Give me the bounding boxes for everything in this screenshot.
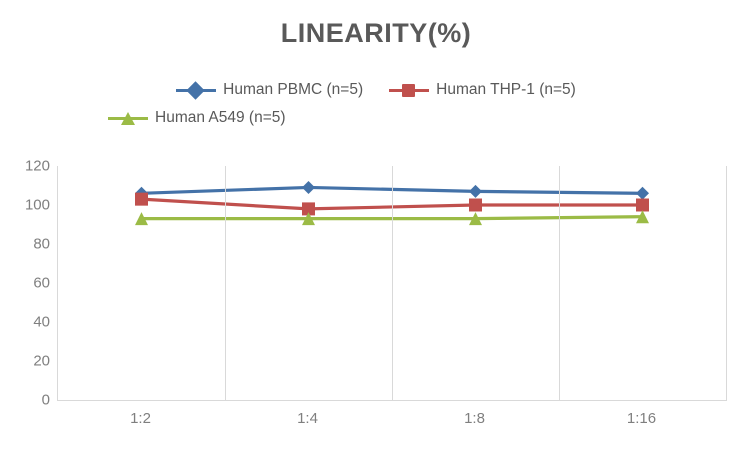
legend-item-human-thp1[interactable]: Human THP-1 (n=5): [389, 76, 576, 104]
legend-label-2: Human A549 (n=5): [155, 109, 286, 126]
legend-swatch-triangle-icon: [108, 109, 148, 127]
y-tick-label-0: 0: [41, 391, 50, 409]
legend-label-1: Human THP-1 (n=5): [436, 81, 576, 98]
data-point-marker: [135, 192, 148, 206]
x-tick-label-1-8: 1:8: [464, 410, 485, 427]
x-axis-tick-labels: 1:2 1:4 1:8 1:16: [57, 410, 725, 436]
data-point-marker: [302, 180, 315, 194]
data-point-marker: [636, 210, 649, 224]
plot-area: [57, 166, 727, 401]
data-point-marker: [469, 212, 482, 226]
legend-label-0: Human PBMC (n=5): [223, 81, 364, 98]
y-tick-label-60: 60: [33, 274, 50, 292]
y-tick-label-100: 100: [24, 196, 50, 214]
gridline-vertical-3: [559, 166, 560, 400]
data-point-marker: [135, 212, 148, 226]
data-point-marker: [302, 212, 315, 226]
square-marker-icon: [402, 84, 416, 97]
data-point-marker: [636, 186, 649, 200]
legend-item-human-a549[interactable]: Human A549 (n=5): [60, 104, 692, 132]
data-point-marker: [469, 198, 482, 212]
data-point-marker: [636, 198, 649, 212]
y-tick-label-40: 40: [33, 313, 50, 331]
chart-title: LINEARITY(%): [280, 18, 472, 48]
legend-swatch-diamond-icon: [176, 81, 217, 100]
legend-item-human-pbmc[interactable]: Human PBMC (n=5): [176, 76, 363, 104]
y-axis-tick-labels: 0 20 40 60 80 100 120: [8, 157, 50, 409]
x-tick-label-1-4: 1:4: [297, 410, 318, 427]
y-tick-label-80: 80: [33, 235, 50, 253]
legend-swatch-square-icon: [389, 81, 430, 99]
gridline-vertical-1: [225, 166, 226, 400]
y-tick-label-20: 20: [33, 352, 50, 370]
data-point-marker: [302, 202, 315, 216]
x-tick-label-1-2: 1:2: [130, 410, 151, 427]
data-point-marker: [469, 184, 482, 198]
y-tick-label-120: 120: [24, 157, 50, 175]
x-tick-label-1-16: 1:16: [626, 410, 657, 427]
chart-legend: Human PBMC (n=5) Human THP-1 (n=5) Human…: [0, 76, 752, 132]
triangle-marker-icon: [121, 112, 135, 125]
gridline-vertical-2: [392, 166, 393, 400]
